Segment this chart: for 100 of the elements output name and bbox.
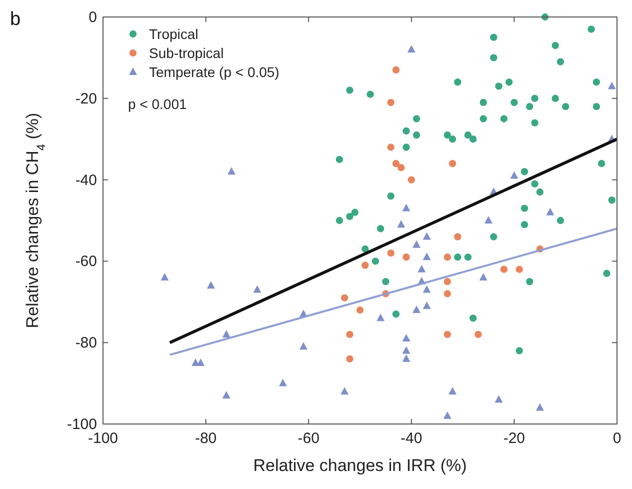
point — [362, 245, 369, 253]
point — [464, 254, 472, 261]
point — [362, 262, 369, 269]
point — [222, 330, 230, 338]
point — [346, 355, 354, 362]
point — [444, 131, 451, 139]
point — [366, 90, 374, 98]
point — [412, 131, 420, 139]
point — [160, 272, 169, 280]
y-tick-label: -80 — [75, 334, 97, 352]
point — [443, 411, 452, 419]
point — [356, 306, 364, 314]
point — [526, 102, 534, 110]
x-tick-label: -60 — [298, 430, 320, 447]
point — [412, 115, 420, 122]
point — [407, 45, 416, 53]
point — [490, 233, 498, 240]
point — [531, 94, 538, 102]
point — [474, 330, 482, 338]
point — [422, 301, 431, 309]
point — [340, 294, 348, 302]
text: b — [10, 9, 21, 30]
point — [469, 314, 477, 322]
point — [603, 270, 610, 278]
point — [592, 78, 600, 86]
point — [510, 98, 518, 106]
point — [444, 330, 451, 338]
point — [556, 216, 564, 224]
point — [448, 136, 456, 143]
point — [398, 164, 405, 172]
point — [444, 290, 451, 298]
point — [222, 391, 230, 399]
point — [480, 98, 487, 106]
y-tick-label: 0 — [88, 9, 97, 26]
point — [422, 232, 431, 240]
point — [412, 306, 421, 314]
point — [531, 119, 538, 126]
legend-label: Sub-tropical — [149, 45, 224, 61]
point — [490, 34, 498, 41]
point — [387, 249, 394, 257]
point — [556, 58, 564, 66]
point — [392, 160, 400, 168]
point — [454, 254, 462, 261]
point — [494, 395, 503, 403]
point — [253, 285, 262, 293]
point — [228, 167, 236, 175]
point — [490, 54, 498, 62]
point — [346, 212, 354, 220]
point — [552, 94, 559, 102]
point — [392, 310, 400, 318]
point — [454, 233, 462, 240]
point — [402, 346, 410, 354]
point — [336, 216, 344, 224]
point — [412, 240, 421, 248]
point — [588, 26, 595, 33]
point — [387, 98, 394, 106]
point — [592, 102, 600, 110]
point — [531, 180, 538, 188]
x-tick-label: 0 — [612, 430, 622, 447]
x-tick-label: -100 — [88, 430, 118, 447]
point — [402, 354, 410, 362]
y-tick-label: -60 — [75, 253, 97, 270]
point — [500, 115, 508, 122]
point — [422, 252, 431, 260]
point — [562, 102, 570, 110]
point — [372, 258, 380, 265]
point — [454, 78, 462, 86]
point — [402, 204, 410, 212]
point — [495, 82, 502, 90]
point — [422, 285, 431, 293]
point — [608, 196, 616, 204]
point — [448, 160, 456, 168]
point — [402, 334, 410, 342]
point — [387, 144, 394, 151]
point — [520, 204, 528, 212]
y-tick-label: -40 — [75, 172, 97, 189]
point — [444, 254, 451, 261]
point — [536, 188, 544, 196]
point — [520, 168, 528, 176]
point — [552, 42, 559, 50]
point — [516, 266, 523, 273]
point — [464, 131, 472, 139]
point — [397, 220, 406, 228]
point — [402, 254, 410, 261]
point — [346, 330, 354, 338]
point — [598, 160, 606, 168]
point — [387, 192, 394, 200]
x-tick-label: -20 — [503, 430, 526, 447]
legend-label: Temperate (p < 0.05) — [149, 64, 280, 80]
point — [526, 278, 534, 286]
point — [546, 208, 554, 216]
point — [351, 208, 358, 216]
point — [376, 314, 385, 322]
x-axis-title: Relative changes in IRR (%) — [253, 456, 467, 475]
point — [510, 171, 518, 179]
point — [608, 82, 616, 90]
y-tick-label: -20 — [75, 90, 97, 108]
point — [484, 216, 492, 224]
point — [444, 278, 451, 286]
x-tick-label: -80 — [194, 430, 217, 447]
